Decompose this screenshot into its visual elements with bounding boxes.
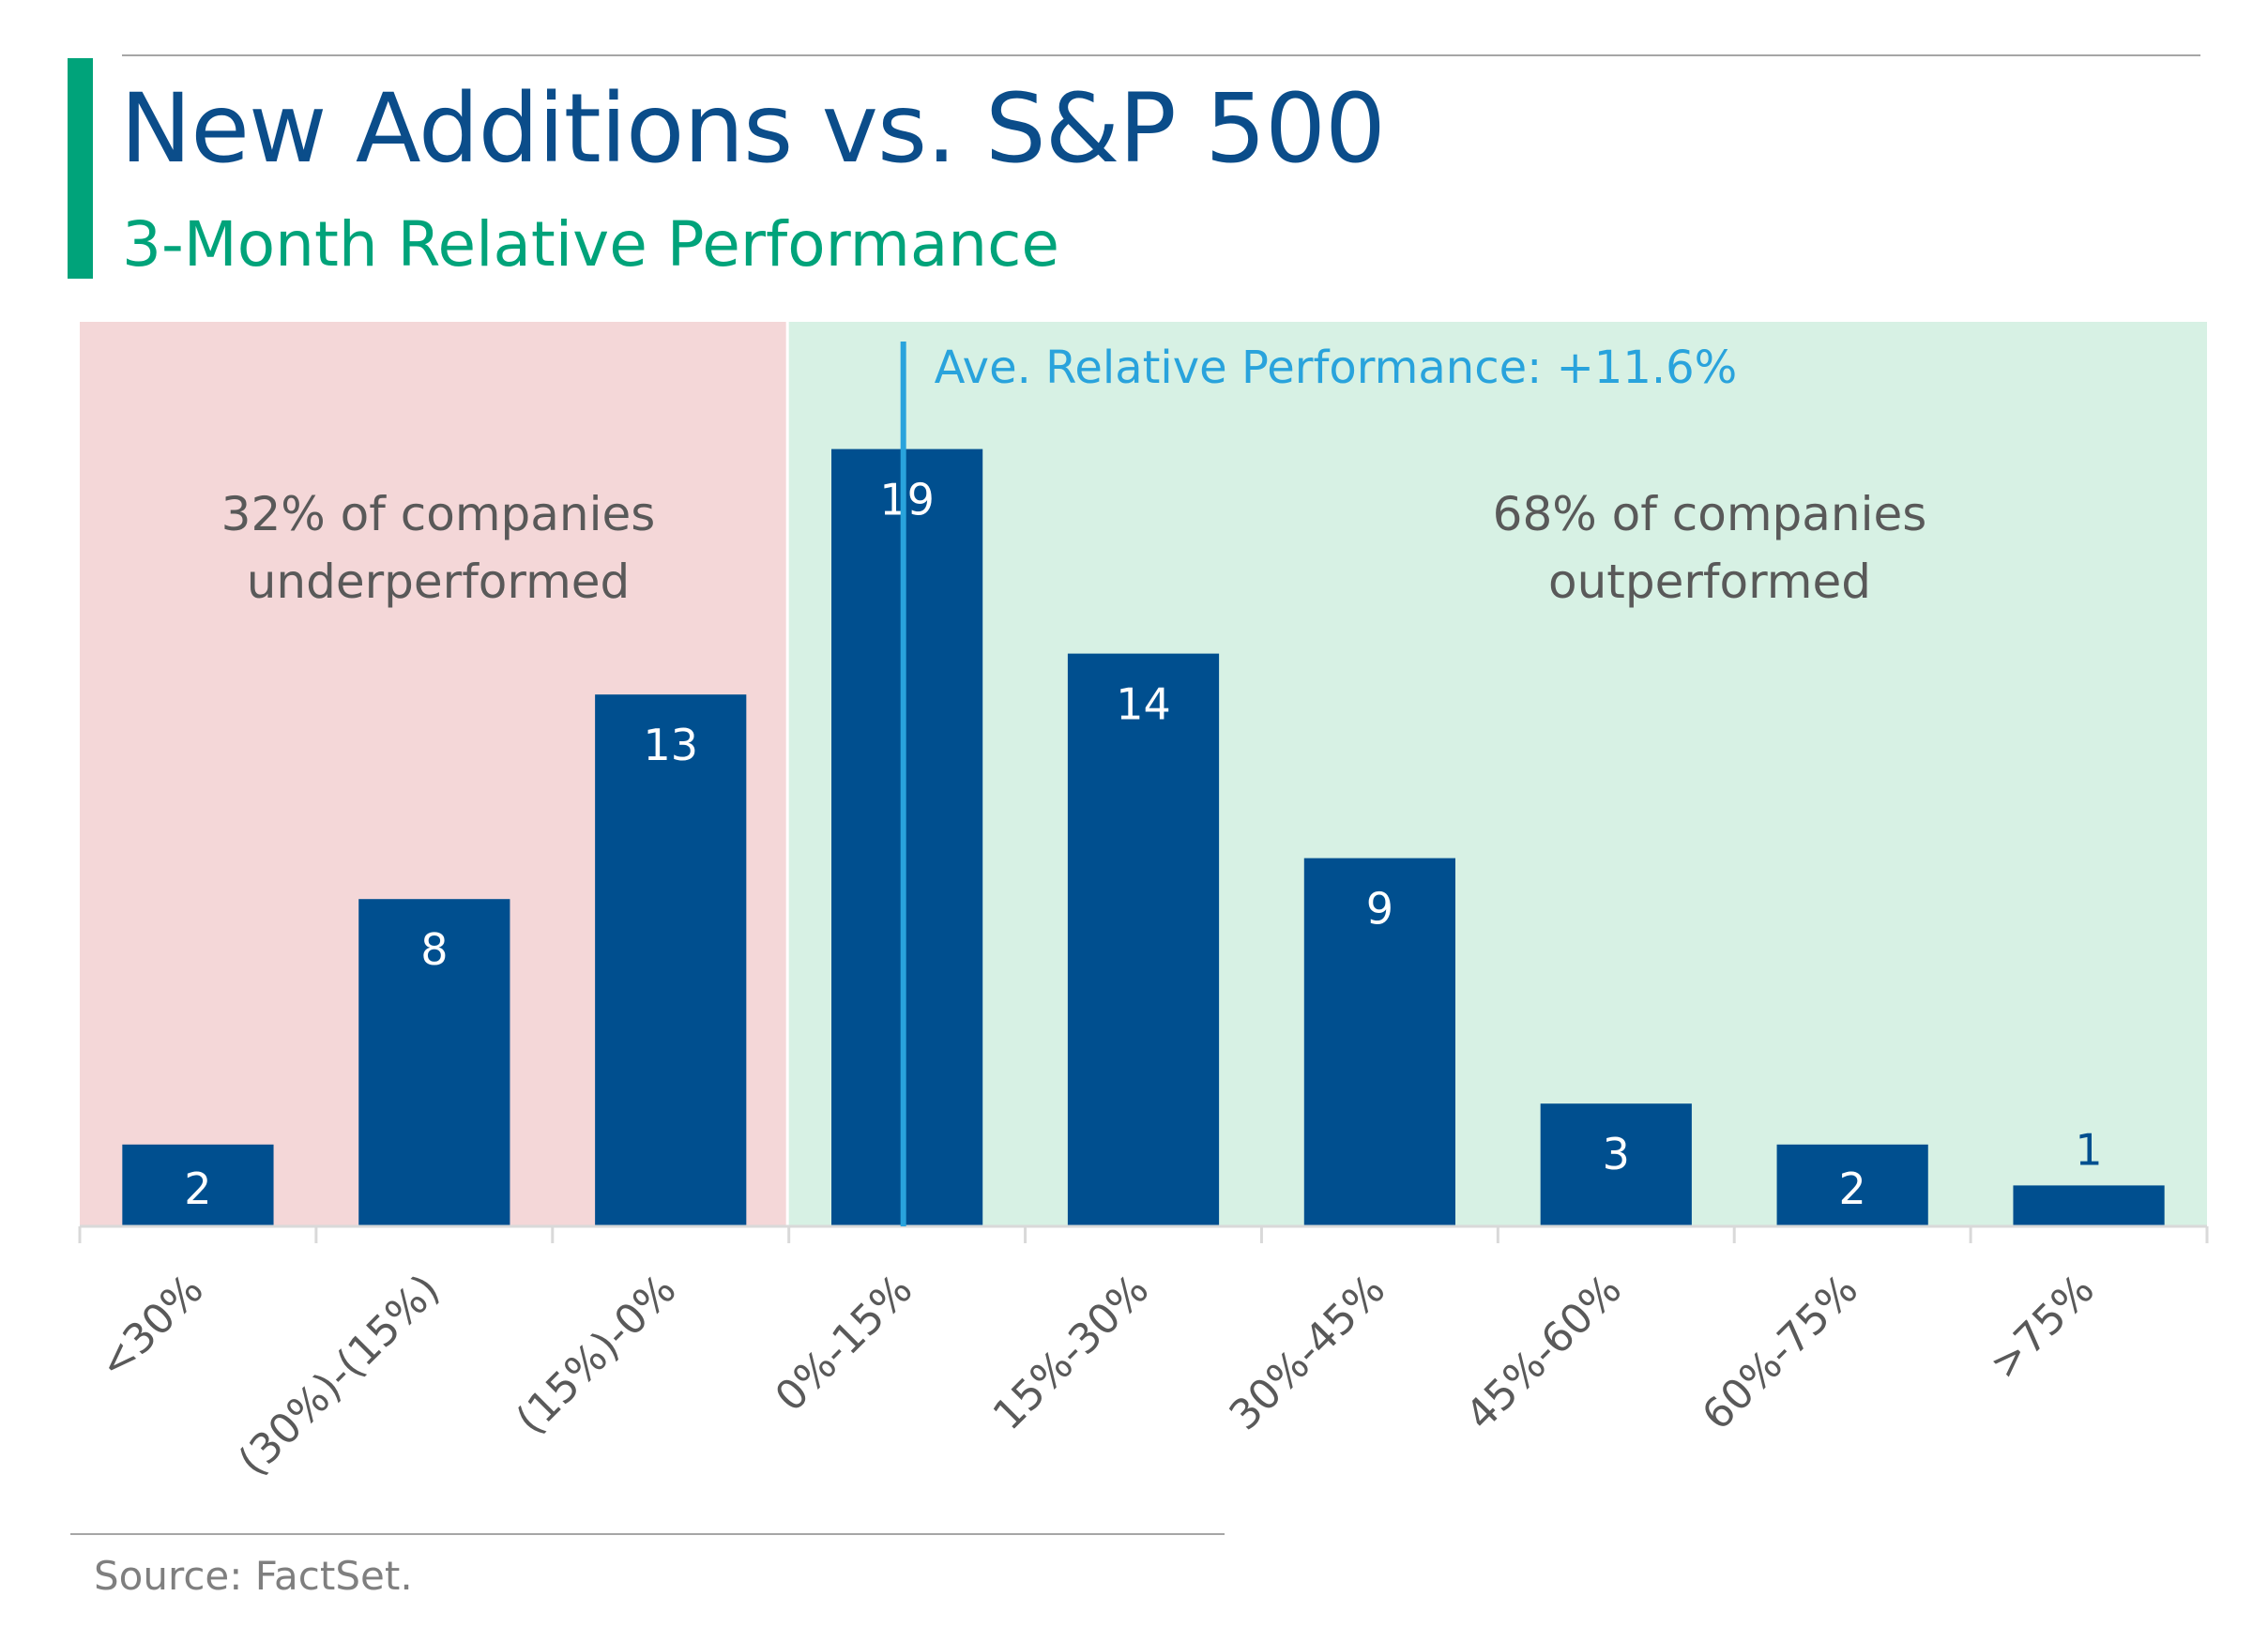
underperform-annotation-line: 32% of companies	[221, 487, 656, 541]
data-label-4: 14	[1116, 679, 1171, 730]
x-tick-label-5: 30%-45%	[1221, 1266, 1395, 1440]
chart-title: New Additions vs. S&P 500	[120, 73, 1386, 185]
data-label-7: 2	[1839, 1163, 1866, 1214]
x-tick-label-6: 45%-60%	[1456, 1266, 1631, 1440]
bar-4	[1067, 653, 1220, 1226]
footer-rule	[70, 1533, 1225, 1535]
outperform-annotation-line: 68% of companies	[1493, 487, 1927, 541]
bar-5	[1303, 858, 1455, 1226]
x-tick-label-8: >75%	[1981, 1266, 2104, 1389]
x-tick-label-4: 15%-30%	[984, 1266, 1159, 1440]
data-label-5: 9	[1366, 884, 1393, 935]
data-label-0: 2	[184, 1163, 211, 1214]
bar-6	[1540, 1103, 1692, 1226]
bar-7	[1776, 1144, 1928, 1226]
bar-3	[831, 449, 983, 1227]
x-tick-label-7: 60%-75%	[1693, 1266, 1867, 1440]
bar-2	[595, 694, 747, 1226]
x-tick-label-1: (30%)-(15%)	[229, 1266, 449, 1485]
data-label-1: 8	[420, 924, 448, 975]
title-accent-bar	[68, 58, 93, 279]
data-label-8: 1	[2075, 1124, 2102, 1175]
bar-0	[122, 1144, 274, 1226]
outperform-region	[788, 322, 2207, 1226]
x-tick-label-3: 0%-15%	[767, 1266, 922, 1422]
data-label-2: 13	[643, 720, 698, 770]
source-note: Source: FactSet.	[94, 1553, 413, 1599]
data-label-3: 19	[879, 475, 935, 525]
outperform-annotation-line: outperformed	[1548, 555, 1871, 609]
bar-8	[2013, 1185, 2165, 1226]
data-label-6: 3	[1603, 1129, 1630, 1179]
underperform-annotation-line: underperformed	[247, 555, 631, 609]
bar-1	[358, 899, 510, 1226]
chart-subtitle: 3-Month Relative Performance	[122, 208, 1060, 281]
top-rule	[122, 54, 2200, 56]
average-label: Ave. Relative Performance: +11.6%	[935, 342, 1738, 394]
x-tick-label-0: <30%	[89, 1266, 212, 1389]
x-tick-label-2: (15%)-0%	[507, 1266, 685, 1444]
